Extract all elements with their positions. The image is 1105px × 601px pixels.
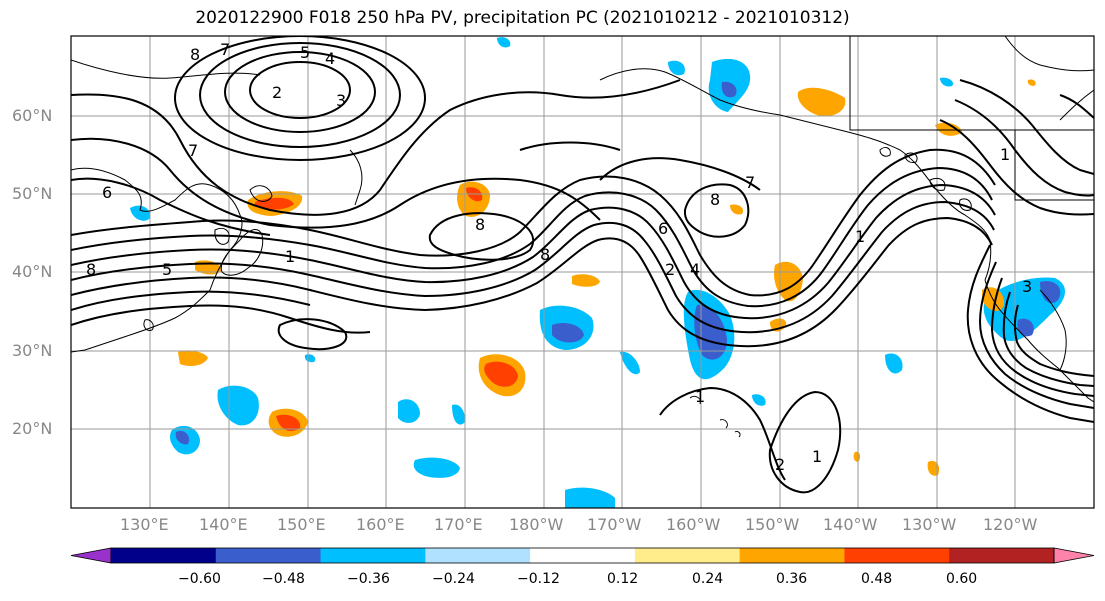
lat-label: 30°N	[12, 341, 53, 360]
colorbar-tick-label: −0.24	[432, 571, 475, 587]
colorbar-segment	[530, 548, 636, 563]
lat-label: 60°N	[12, 106, 53, 125]
lat-label: 20°N	[12, 419, 53, 438]
contour-label: 4	[690, 260, 700, 279]
contour-label: 1	[285, 247, 295, 266]
contour-label: 8	[710, 190, 720, 209]
contour-label: 6	[658, 219, 668, 238]
lon-label: 170°E	[434, 515, 483, 534]
colorbar-tick-label: −0.12	[517, 571, 560, 587]
colorbar-segment	[425, 548, 531, 563]
lon-label: 140°E	[199, 515, 248, 534]
lat-label: 50°N	[12, 184, 53, 203]
colorbar-segment	[634, 548, 741, 563]
colorbar-tick-label: 0.60	[946, 571, 978, 587]
contour-label: 2	[775, 455, 785, 474]
contour-label: 1	[855, 227, 865, 246]
colorbar-min-arrow	[70, 547, 112, 564]
contour-label: 1	[812, 447, 822, 466]
colorbar	[70, 547, 1095, 564]
lon-label: 150°W	[745, 515, 800, 534]
contour-label: 2	[665, 260, 675, 279]
lon-label: 180°W	[509, 515, 564, 534]
lon-label: 130°E	[120, 515, 169, 534]
precip-negative-shading	[130, 37, 1066, 508]
colorbar-segment	[949, 548, 1055, 563]
colorbar-tick-label: 0.24	[692, 571, 724, 587]
contour-label: 2	[272, 83, 282, 102]
map-title: 2020122900 F018 250 hPa PV, precipitatio…	[195, 8, 850, 28]
contour-label: 3	[336, 91, 346, 110]
colorbar-segment	[111, 548, 217, 563]
contour-label: 8	[540, 245, 550, 264]
colorbar-segment	[320, 548, 426, 563]
map-frame	[70, 35, 1095, 509]
colorbar-outline	[110, 547, 1055, 564]
colorbar-max-arrow	[1053, 547, 1095, 564]
lon-label: 160°W	[666, 515, 721, 534]
contour-label: 8	[475, 215, 485, 234]
contour-labels: 8 7 5 4 2 3 7 6 8 5 1 8 8 6 7 8 2 4 1 1 …	[86, 40, 1032, 474]
contour-label: 8	[86, 260, 96, 279]
contour-label: 7	[745, 173, 755, 192]
colorbar-tick-label: 0.36	[776, 571, 808, 587]
contour-label: 4	[325, 49, 335, 68]
colorbar-tick-label: −0.48	[262, 571, 305, 587]
colorbar-segment	[739, 548, 845, 563]
colorbar-segment	[844, 548, 950, 563]
contour-label: 7	[188, 141, 198, 160]
contour-label: 1	[1000, 145, 1010, 164]
colorbar-tick-label: −0.36	[347, 571, 390, 587]
lon-label: 160°E	[356, 515, 405, 534]
contour-label: 5	[162, 260, 172, 279]
colorbar-tick-label: 0.12	[607, 571, 639, 587]
contour-label: 7	[220, 40, 230, 59]
contour-label: 3	[1022, 277, 1032, 296]
pv-contours	[71, 36, 1094, 494]
colorbar-segment	[215, 548, 322, 563]
colorbar-tick-label: −0.60	[178, 571, 221, 587]
lon-label: 140°W	[823, 515, 878, 534]
lat-label: 40°N	[12, 262, 53, 281]
lon-label: 130°W	[902, 515, 957, 534]
contour-label: 5	[300, 43, 310, 62]
lon-label: 170°W	[587, 515, 642, 534]
contour-label: 6	[102, 183, 112, 202]
contour-label: 8	[190, 45, 200, 64]
contour-label: 1	[695, 387, 705, 406]
colorbar-tick-label: 0.48	[861, 571, 893, 587]
lon-label: 150°E	[277, 515, 326, 534]
lon-label: 120°W	[983, 515, 1038, 534]
